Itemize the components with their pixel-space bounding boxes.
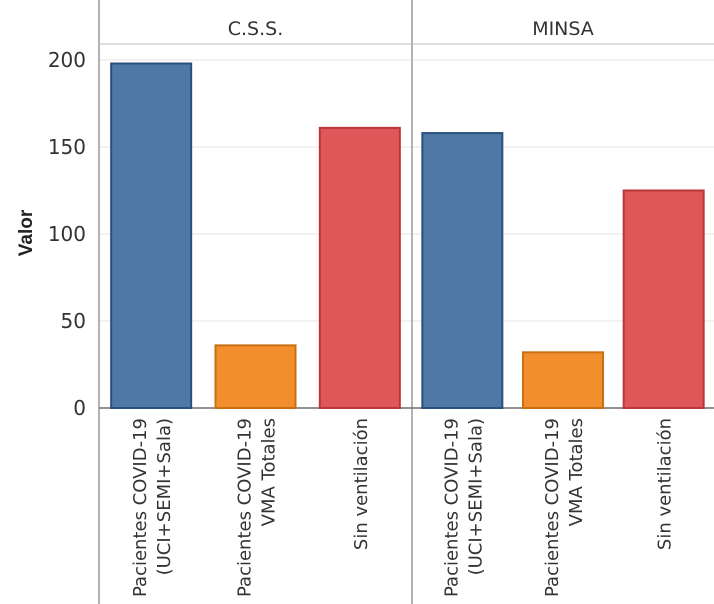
x-tick-label: Pacientes COVID-19 xyxy=(235,418,256,597)
x-tick-label: VMA Totales xyxy=(259,418,280,526)
bar[interactable] xyxy=(622,189,705,409)
bar[interactable] xyxy=(421,132,504,410)
x-category-label: Pacientes COVID-19 (UCI+SEMI+Sala) xyxy=(441,418,486,597)
y-tick-label: 100 xyxy=(48,222,86,246)
x-tick-label: Pacientes COVID-19 xyxy=(542,418,563,597)
y-tick-label: 150 xyxy=(48,135,86,159)
y-tick-label: 200 xyxy=(48,48,86,72)
panel-header-label: MINSA xyxy=(532,18,594,40)
panel-header-label: C.S.S. xyxy=(228,18,284,40)
bar[interactable] xyxy=(214,344,297,409)
labels-layer: 0 50 100 150 200 Valor C.S.S. Pacientes COVID-1… xyxy=(16,18,676,597)
bars-layer xyxy=(110,62,705,410)
x-tick-label: VMA Totales xyxy=(566,418,587,526)
x-tick-label: Sin ventilación xyxy=(351,418,372,550)
x-tick-label: (UCI+SEMI+Sala) xyxy=(154,418,175,575)
x-category-label: Pacientes COVID-19 VMA Totales xyxy=(542,418,587,597)
x-category-label: Pacientes COVID-19 VMA Totales xyxy=(235,418,280,597)
x-tick-label: Pacientes COVID-19 xyxy=(441,418,462,597)
y-tick-label: 0 xyxy=(73,396,86,420)
x-tick-label: (UCI+SEMI+Sala) xyxy=(465,418,486,575)
bar[interactable] xyxy=(522,351,604,410)
y-tick-label: 50 xyxy=(61,309,86,333)
x-category-label: Sin ventilación xyxy=(655,418,676,550)
chart-frame xyxy=(98,0,714,604)
y-axis-title: Valor xyxy=(16,209,37,256)
x-category-label: Pacientes COVID-19 (UCI+SEMI+Sala) xyxy=(130,418,175,597)
bar[interactable] xyxy=(110,62,193,409)
x-category-label: Sin ventilación xyxy=(351,418,372,550)
bar[interactable] xyxy=(318,126,401,410)
x-tick-label: Pacientes COVID-19 xyxy=(130,418,151,597)
x-tick-label: Sin ventilación xyxy=(655,418,676,550)
